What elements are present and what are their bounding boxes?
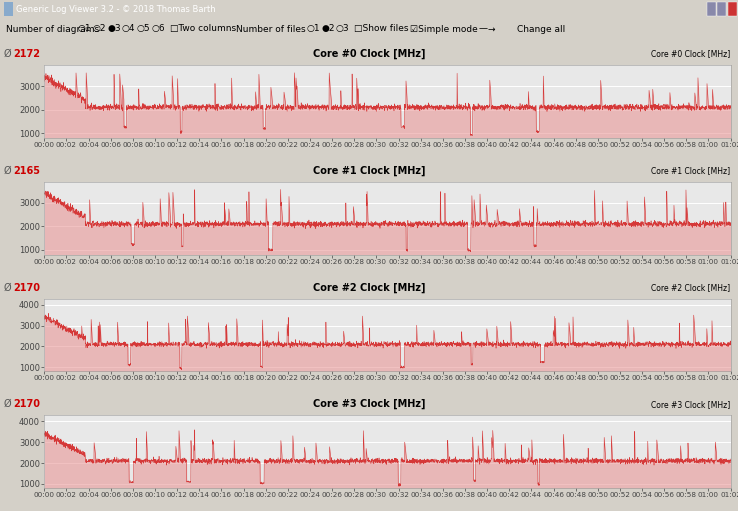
- Text: Core #3 Clock [MHz]: Core #3 Clock [MHz]: [313, 399, 425, 409]
- Text: ●3: ●3: [107, 25, 120, 34]
- Text: □Show files: □Show files: [354, 25, 409, 34]
- Bar: [717, 2, 726, 16]
- Text: Number of diagrams: Number of diagrams: [6, 25, 99, 34]
- Text: Ø: Ø: [4, 283, 11, 292]
- Text: Ø: Ø: [4, 49, 11, 59]
- Text: Ø: Ø: [4, 399, 11, 409]
- Text: 2172: 2172: [13, 49, 41, 59]
- Text: ○2: ○2: [92, 25, 106, 34]
- Text: Core #0 Clock [MHz]: Core #0 Clock [MHz]: [313, 49, 425, 59]
- Text: ●2: ●2: [321, 25, 334, 34]
- Text: ○5: ○5: [137, 25, 150, 34]
- Text: 2165: 2165: [13, 166, 41, 176]
- Text: Core #0 Clock [MHz]: Core #0 Clock [MHz]: [652, 50, 731, 58]
- Text: □Two columns: □Two columns: [170, 25, 236, 34]
- Text: ○4: ○4: [122, 25, 135, 34]
- Text: Change all: Change all: [517, 25, 565, 34]
- Text: Core #2 Clock [MHz]: Core #2 Clock [MHz]: [313, 283, 425, 293]
- Text: Core #2 Clock [MHz]: Core #2 Clock [MHz]: [652, 283, 731, 292]
- Text: Core #3 Clock [MHz]: Core #3 Clock [MHz]: [652, 400, 731, 409]
- Text: 2170: 2170: [13, 283, 41, 292]
- Bar: [4, 2, 13, 16]
- Text: Generic Log Viewer 3.2 - © 2018 Thomas Barth: Generic Log Viewer 3.2 - © 2018 Thomas B…: [16, 5, 215, 13]
- Text: ○3: ○3: [336, 25, 349, 34]
- Text: ○1: ○1: [77, 25, 91, 34]
- Text: Ø: Ø: [4, 166, 11, 176]
- Text: Number of files: Number of files: [236, 25, 306, 34]
- Text: ○1: ○1: [306, 25, 320, 34]
- Text: Core #1 Clock [MHz]: Core #1 Clock [MHz]: [313, 166, 425, 176]
- Bar: [728, 2, 737, 16]
- Text: ☑Simple mode: ☑Simple mode: [410, 25, 477, 34]
- Bar: [707, 2, 716, 16]
- Text: →: →: [487, 25, 494, 34]
- Text: 2170: 2170: [13, 399, 41, 409]
- Text: ○6: ○6: [151, 25, 165, 34]
- Text: Core #1 Clock [MHz]: Core #1 Clock [MHz]: [652, 166, 731, 175]
- Text: —: —: [478, 25, 487, 34]
